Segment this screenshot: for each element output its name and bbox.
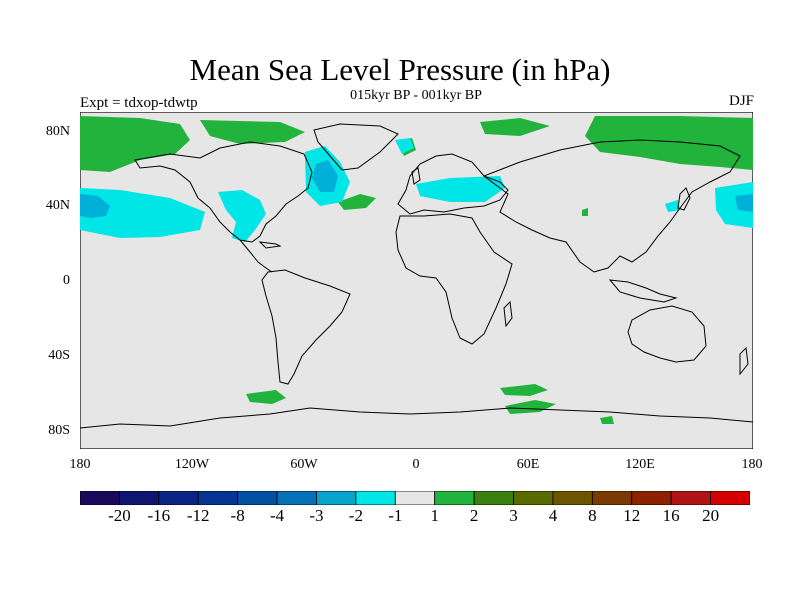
colorbar-tick-label: -1 bbox=[388, 506, 403, 525]
cyan-anomaly-iceland bbox=[395, 138, 414, 154]
colorbar-swatch bbox=[552, 491, 593, 505]
colorbar-tick-label: -3 bbox=[309, 506, 324, 525]
green-anomaly-atlantic bbox=[338, 194, 376, 210]
green-anomaly-southern-1 bbox=[246, 390, 286, 404]
lat-tick-80n: 80N bbox=[45, 124, 70, 139]
coast-central-america bbox=[239, 239, 273, 273]
colorbar-swatch bbox=[434, 491, 475, 505]
colorbar-swatch bbox=[355, 491, 396, 505]
coast-new-zealand bbox=[739, 346, 749, 376]
colorbar-tick-label: -20 bbox=[108, 506, 131, 525]
colorbar-swatch bbox=[80, 491, 120, 505]
colorbar-tick-label: 2 bbox=[469, 506, 479, 525]
colorbar-tick-label: 4 bbox=[548, 506, 558, 525]
colorbar-swatch bbox=[158, 491, 199, 505]
coastlines bbox=[80, 123, 753, 429]
colorbar-tick-label: -8 bbox=[230, 506, 245, 525]
colorbar-swatch bbox=[513, 491, 554, 505]
colorbar-swatch bbox=[670, 491, 711, 505]
cyan-anomaly-japan bbox=[665, 200, 680, 212]
green-anomaly-far-north bbox=[480, 118, 550, 136]
lat-tick-40s: 40S bbox=[48, 348, 70, 363]
colorbar-swatch bbox=[237, 491, 278, 505]
colorbar-tick-label: -12 bbox=[186, 506, 210, 525]
green-anomaly-arctic-west bbox=[80, 116, 190, 172]
green-anomaly-southern-3 bbox=[505, 400, 556, 414]
lat-tick-80s: 80S bbox=[48, 423, 70, 438]
colorbar-tick-label: -4 bbox=[269, 506, 285, 525]
colorbar-tick-label: -16 bbox=[147, 506, 171, 525]
coast-uk bbox=[411, 167, 421, 185]
coast-asia bbox=[482, 139, 741, 273]
coast-greenland bbox=[313, 123, 399, 171]
lat-tick-40n: 40N bbox=[45, 198, 70, 213]
colorbar-tick-label: 16 bbox=[662, 506, 680, 525]
colorbar-tick-label: 3 bbox=[509, 506, 518, 525]
world-map bbox=[80, 112, 753, 449]
plot-subtitle: 015kyr BP - 001kyr BP bbox=[350, 88, 482, 103]
experiment-label: Expt = tdxop-tdwtp bbox=[80, 95, 198, 111]
colorbar bbox=[80, 491, 750, 505]
green-anomaly-southern-4 bbox=[600, 416, 614, 424]
green-anomaly-tropics bbox=[582, 208, 588, 216]
lon-tick-120w: 120W bbox=[174, 457, 210, 472]
coast-australia bbox=[627, 305, 707, 363]
green-anomaly-southern-2 bbox=[500, 384, 548, 396]
coast-africa bbox=[395, 213, 513, 345]
colorbar-swatch bbox=[316, 491, 357, 505]
plot-title: Mean Sea Level Pressure (in hPa) bbox=[189, 52, 611, 87]
lon-tick-0: 0 bbox=[412, 457, 420, 472]
lon-tick-60e: 60E bbox=[516, 457, 540, 472]
colorbar-swatch bbox=[710, 491, 750, 505]
cyan-anomaly-gulf bbox=[218, 190, 266, 242]
colorbar-swatch bbox=[631, 491, 672, 505]
season-label: DJF bbox=[728, 93, 754, 109]
colorbar-swatch bbox=[473, 491, 514, 505]
lon-tick-180e: 180 bbox=[741, 457, 763, 472]
cyan-core-labrador bbox=[312, 160, 338, 192]
colorbar-tick-label: 8 bbox=[588, 506, 597, 525]
colorbar-swatch bbox=[119, 491, 160, 505]
colorbar-tick-label: 12 bbox=[623, 506, 641, 525]
colorbar-tick-label: 1 bbox=[430, 506, 439, 525]
coast-maritime-se-asia bbox=[608, 279, 678, 303]
colorbar-svg bbox=[80, 491, 750, 505]
green-anomaly-arctic-east bbox=[585, 116, 753, 170]
lon-tick-60w: 60W bbox=[290, 457, 318, 472]
cyan-core-north-pacific-east bbox=[735, 194, 753, 212]
map-background bbox=[80, 112, 753, 449]
coast-antarctica bbox=[80, 407, 753, 429]
colorbar-swatch bbox=[394, 491, 436, 505]
cyan-core-north-pacific-west bbox=[80, 194, 110, 218]
colorbar-tick-label: -2 bbox=[348, 506, 363, 525]
lon-tick-180w: 180 bbox=[69, 457, 91, 472]
colorbar-swatch bbox=[591, 491, 633, 505]
coast-madagascar bbox=[503, 300, 513, 328]
cyan-anomaly-north-pacific-west bbox=[80, 188, 205, 238]
anomaly-fields bbox=[80, 116, 753, 424]
coast-europe bbox=[397, 153, 509, 215]
green-anomaly-arctic-central bbox=[200, 120, 305, 144]
lon-tick-120e: 120E bbox=[625, 457, 655, 472]
coast-japan bbox=[677, 187, 691, 211]
colorbar-swatch bbox=[197, 491, 239, 505]
colorbar-tick-label: 20 bbox=[702, 506, 720, 525]
cyan-anomaly-europe bbox=[416, 176, 505, 202]
coast-south-america bbox=[261, 269, 351, 385]
lat-tick-0: 0 bbox=[63, 273, 70, 288]
coast-cuba bbox=[258, 241, 282, 249]
coast-north-america bbox=[134, 141, 313, 243]
colorbar-swatch bbox=[276, 491, 317, 505]
cyan-anomaly-north-pacific-east bbox=[715, 182, 753, 228]
map-svg bbox=[80, 112, 753, 449]
